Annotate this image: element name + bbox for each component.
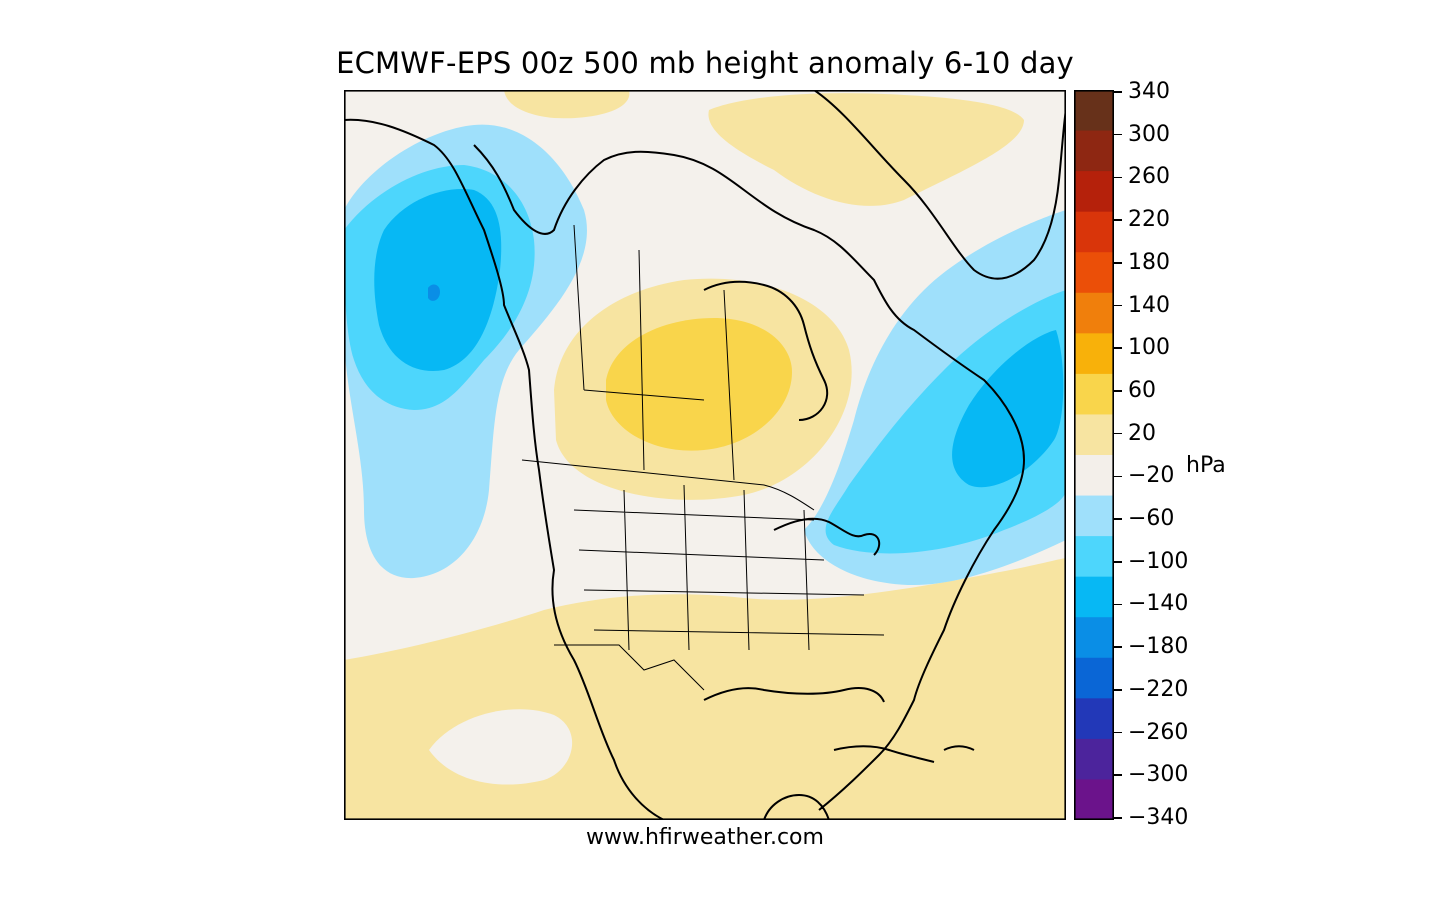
caribbean-islands — [833, 745, 975, 763]
credit-text: www.hfirweather.com — [586, 825, 824, 850]
colorbar-bin — [1074, 617, 1114, 659]
colorbar-tick-mark — [1114, 731, 1122, 734]
colorbar-bin — [1074, 292, 1114, 334]
anomaly-core-cool-west — [374, 189, 502, 371]
colorbar-frame — [1074, 90, 1115, 821]
colorbar-tick-label: 20 — [1128, 420, 1156, 446]
colorbar-tick-mark — [1114, 176, 1122, 179]
colorbar-tick-mark — [1114, 774, 1122, 777]
colorbar-tick-mark — [1114, 262, 1122, 264]
colorbar-tick-mark — [1114, 432, 1122, 435]
coastlines — [344, 90, 1066, 820]
colorbar-tick-label: 140 — [1128, 292, 1170, 318]
us-state-lines — [573, 484, 885, 651]
gulf-of-mexico-coastline — [703, 687, 885, 703]
colorbar-bin — [1074, 211, 1114, 253]
colorbar-tick-mark — [1114, 817, 1122, 819]
colorbar-tick-mark — [1114, 219, 1122, 221]
colorbar-bin — [1074, 495, 1114, 537]
hudson-bay-coastline — [703, 280, 829, 421]
colorbar-tick-mark — [1114, 560, 1122, 563]
colorbar-tick-label: −340 — [1128, 805, 1189, 830]
colorbar-tick-label: −300 — [1128, 762, 1189, 788]
anomaly-band-cool-east-inner — [825, 290, 1066, 554]
colorbar-tick-label: 220 — [1128, 207, 1170, 233]
colorbar-tick-label: −260 — [1128, 719, 1189, 745]
colorbar-tick-mark — [1114, 603, 1122, 606]
colorbar-bin — [1074, 779, 1114, 821]
colorbar-tick-mark — [1114, 518, 1122, 520]
colorbar-tick-label: 180 — [1128, 249, 1170, 275]
colorbar-bin — [1074, 698, 1114, 740]
colorbar-tick-label: −20 — [1128, 463, 1175, 489]
colorbar-bin — [1074, 536, 1114, 578]
colorbar-tick-mark — [1114, 91, 1122, 93]
colorbar-tick-mark — [1114, 304, 1122, 307]
greenland-coastline — [813, 90, 1066, 280]
colorbar-tick-label: −140 — [1128, 591, 1189, 617]
colorbar-tick-mark — [1114, 347, 1122, 350]
colorbar-bin — [1074, 171, 1114, 213]
colorbar-tick-label: −180 — [1128, 634, 1189, 660]
colorbar-tick-label: −60 — [1128, 506, 1175, 532]
anomaly-map — [344, 90, 1066, 820]
anomaly-spot-cool-west — [428, 284, 440, 301]
anomaly-band-warm-north — [504, 90, 630, 119]
colorbar-bin — [1074, 373, 1114, 415]
chart-title: ECMWF-EPS 00z 500 mb height anomaly 6-10… — [336, 46, 1074, 80]
canada-province-lines — [573, 224, 735, 481]
map-frame — [344, 90, 1066, 820]
colorbar-tick-mark — [1114, 133, 1122, 136]
anomaly-band-warm-southwest-gap — [429, 709, 573, 785]
colorbar-bin — [1074, 657, 1114, 699]
colorbar-tick-label: 300 — [1128, 121, 1170, 147]
anomaly-core-warm-canada — [606, 318, 792, 451]
colorbar-bin — [1074, 333, 1114, 375]
colorbar-tick-label: 60 — [1128, 377, 1156, 403]
colorbar-tick-label: 340 — [1128, 79, 1170, 104]
colorbar-tick-label: 260 — [1128, 164, 1170, 190]
north-america-coastline — [344, 118, 1025, 820]
colorbar-tick-label: −220 — [1128, 676, 1189, 702]
colorbar-bin — [1074, 455, 1114, 497]
colorbar-bin — [1074, 90, 1114, 132]
colorbar-bin — [1074, 252, 1114, 294]
anomaly-band-warm-arctic — [708, 93, 1024, 206]
colorbar-bin — [1074, 738, 1114, 780]
colorbar-tick-label: −100 — [1128, 548, 1189, 574]
colorbar-tick-mark — [1114, 475, 1122, 478]
us-canada-border — [521, 459, 815, 511]
colorbar-tick-mark — [1114, 689, 1122, 691]
colorbar-unit-label: hPa — [1186, 453, 1226, 478]
colorbar-bin — [1074, 414, 1114, 456]
colorbar — [1074, 90, 1115, 821]
colorbar-tick-mark — [1114, 390, 1122, 392]
colorbar-tick-label: 100 — [1128, 335, 1170, 361]
colorbar-bin — [1074, 576, 1114, 618]
us-mexico-border — [554, 644, 705, 691]
colorbar-bin — [1074, 130, 1114, 172]
borders — [521, 224, 885, 691]
colorbar-tick-mark — [1114, 646, 1122, 648]
